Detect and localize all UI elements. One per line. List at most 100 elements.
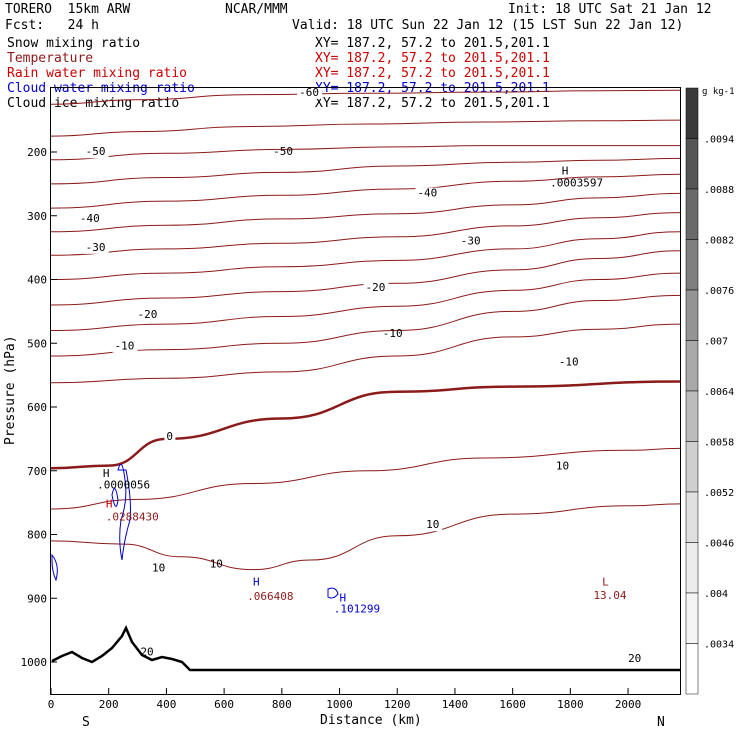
colorbar-label: .007 xyxy=(704,337,728,348)
annotation-label: .0288430 xyxy=(106,510,159,523)
temperature-contour xyxy=(50,447,681,510)
field-label-rain: Rain water mixing ratio xyxy=(7,66,188,81)
colorbar-label: .0076 xyxy=(704,286,734,297)
temperature-contour xyxy=(50,231,681,280)
terrain-line xyxy=(51,625,680,672)
annotation-label: 13.04 xyxy=(593,589,626,602)
field-xy-snow: XY= 187.2, 57.2 to 201.5,201.1 xyxy=(315,36,550,51)
temperature-contour xyxy=(50,173,681,209)
annotation-label: .0000056 xyxy=(97,479,150,492)
x-tick-label: 600 xyxy=(214,698,234,711)
field-label-cloud-water: Cloud water mixing ratio xyxy=(7,81,195,96)
colorbar-label: .0082 xyxy=(704,236,734,247)
x-tick-label: 1800 xyxy=(557,698,584,711)
north-label: N xyxy=(657,715,665,730)
contour-label: 10 xyxy=(426,518,439,531)
annotation-label: -40 xyxy=(80,212,100,225)
colorbar-label: .0058 xyxy=(704,438,734,449)
contour-label-bg xyxy=(363,281,389,294)
contour-label: 0 xyxy=(166,430,173,443)
model-label: TORERO 15km ARW xyxy=(5,2,131,17)
x-tick-label: 1000 xyxy=(326,698,353,711)
y-tick-label: 600 xyxy=(27,401,47,414)
temperature-contour xyxy=(50,250,681,306)
annotation-label: H xyxy=(103,467,110,480)
temperature-contour xyxy=(50,272,681,331)
annotation-label: H xyxy=(562,164,569,177)
contour-label-bg xyxy=(83,241,109,254)
cloud-water-contour xyxy=(117,463,131,561)
cloud-water-contour xyxy=(111,488,119,507)
colorbar-label: .0034 xyxy=(704,640,734,651)
annotation-label: .0003597 xyxy=(550,176,603,189)
annotation-label: .101299 xyxy=(334,602,380,615)
colorbar-swatch xyxy=(685,542,699,594)
contour-label: -20 xyxy=(366,281,386,294)
annotation-label: 10 xyxy=(556,459,569,472)
valid-label: Valid: 18 UTC Sun 22 Jan 12 (15 LST Sun … xyxy=(292,18,684,33)
colorbar-label: .0064 xyxy=(704,387,734,398)
annotation-label: -30 xyxy=(461,234,481,247)
annotation-label: H xyxy=(253,576,260,589)
x-tick-label: 2000 xyxy=(615,698,642,711)
contour-label: -60 xyxy=(299,86,319,99)
contour-label: -50 xyxy=(86,145,106,158)
y-tick-label: 700 xyxy=(27,465,47,478)
field-label-temperature: Temperature xyxy=(7,51,94,66)
x-tick-label: 0 xyxy=(48,698,55,711)
axes: 0 200 400 600 800 1000 1200 1400 1600 1800 2000200… xyxy=(21,146,642,711)
x-axis-label: Distance (km) xyxy=(320,713,422,728)
colorbar: .0094 .0088 .0082 .0076 .007 .0064 .0058 .0052.… xyxy=(685,87,734,695)
colorbar-label: .0088 xyxy=(704,185,734,196)
contour-label-bg xyxy=(415,187,441,200)
annotation-label: .066408 xyxy=(247,590,293,603)
x-tick-label: 800 xyxy=(272,698,292,711)
colorbar-swatch xyxy=(685,643,699,695)
south-label: S xyxy=(82,715,90,730)
field-xy-temperature: XY= 187.2, 57.2 to 201.5,201.1 xyxy=(315,51,550,66)
annotation-label: 20 xyxy=(140,646,153,659)
temperature-contour xyxy=(50,89,681,105)
colorbar-swatch xyxy=(685,340,699,392)
temperature-contour xyxy=(50,503,681,571)
colorbar-label: .004 xyxy=(704,589,728,600)
x-tick-label: 1200 xyxy=(384,698,411,711)
contour-label-bg xyxy=(164,431,176,444)
contour-label: -30 xyxy=(86,241,106,254)
temperature-contour xyxy=(50,145,680,161)
colorbar-swatch xyxy=(685,441,699,493)
temperature-contours: -60 -50 -40 -30 -20 -10 0 10 xyxy=(50,86,681,571)
y-tick-label: 300 xyxy=(27,210,47,223)
plot-frame xyxy=(50,87,681,695)
contour-label-bg xyxy=(424,519,443,532)
y-axis-label: Pressure (hPa) xyxy=(3,335,18,445)
cloud-water-contours xyxy=(51,463,339,599)
y-tick-label: 500 xyxy=(27,337,47,350)
annotation-label: -20 xyxy=(138,308,158,321)
x-tick-label: 1600 xyxy=(499,698,526,711)
annotation-label: H xyxy=(340,591,347,604)
contour-label-bg xyxy=(83,146,109,159)
colorbar-label: .0046 xyxy=(704,539,734,550)
temperature-contour xyxy=(50,212,681,256)
colorbar-units: g kg-1 xyxy=(702,87,735,97)
cloud-water-contour xyxy=(51,553,58,582)
temperature-contour xyxy=(50,157,681,185)
colorbar-swatch xyxy=(685,138,699,190)
field-xy-rain: XY= 187.2, 57.2 to 201.5,201.1 xyxy=(315,66,550,81)
colorbar-swatch xyxy=(685,188,699,240)
colorbar-swatch xyxy=(685,87,699,139)
colorbar-label: .0094 xyxy=(704,135,734,146)
field-label-snow: Snow mixing ratio xyxy=(7,36,141,51)
annotation-label: H xyxy=(106,498,113,511)
x-tick-label: 200 xyxy=(99,698,119,711)
x-tick-label: 400 xyxy=(156,698,176,711)
y-tick-label: 400 xyxy=(27,274,47,287)
annotation-label: 20 xyxy=(628,652,641,665)
y-tick-label: 200 xyxy=(27,146,47,159)
y-tick-label: 800 xyxy=(27,529,47,542)
contour-label: -40 xyxy=(417,187,437,200)
y-tick-label: 1000 xyxy=(21,656,48,669)
annotation-label: 10 xyxy=(152,561,165,574)
